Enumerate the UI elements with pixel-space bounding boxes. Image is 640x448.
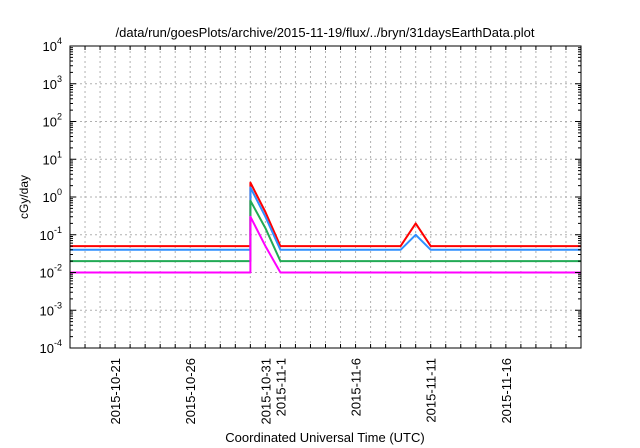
x-axis-label: Coordinated Universal Time (UTC)	[225, 430, 424, 445]
x-tick-label: 2015-11-6	[349, 358, 364, 416]
y-tick-label: 100	[43, 187, 62, 205]
x-tick-label: 2015-11-11	[424, 358, 439, 423]
data-layer	[70, 181, 581, 274]
x-tick-label: 2015-10-26	[183, 358, 198, 425]
y-tick-label: 10-4	[40, 338, 62, 356]
y-axis-label: cGy/day	[17, 175, 31, 219]
x-tick-label: 2015-10-21	[108, 358, 123, 425]
y-axis: 10-4 10-3 10-2 10-1 100 101 102 103 104	[40, 36, 581, 356]
x-axis: 2015-10-21 2015-10-26 2015-10-31 2015-11-1 2…	[84, 46, 567, 425]
chart-title: /data/run/goesPlots/archive/2015-11-19/f…	[116, 25, 535, 40]
y-tick-label: 104	[43, 36, 62, 54]
y-tick-label: 10-2	[40, 263, 62, 281]
y-tick-label: 10-1	[40, 225, 62, 243]
y-tick-label: 101	[43, 149, 62, 167]
grid	[70, 46, 581, 348]
x-tick-label: 2015-11-1	[273, 358, 288, 416]
series-line-4	[70, 215, 581, 274]
x-tick-label: 2015-10-31	[258, 358, 273, 425]
y-tick-label: 103	[43, 74, 62, 92]
y-tick-label: 102	[43, 112, 62, 130]
x-tick-label: 2015-11-16	[499, 358, 514, 424]
y-tick-label: 10-3	[40, 300, 62, 318]
